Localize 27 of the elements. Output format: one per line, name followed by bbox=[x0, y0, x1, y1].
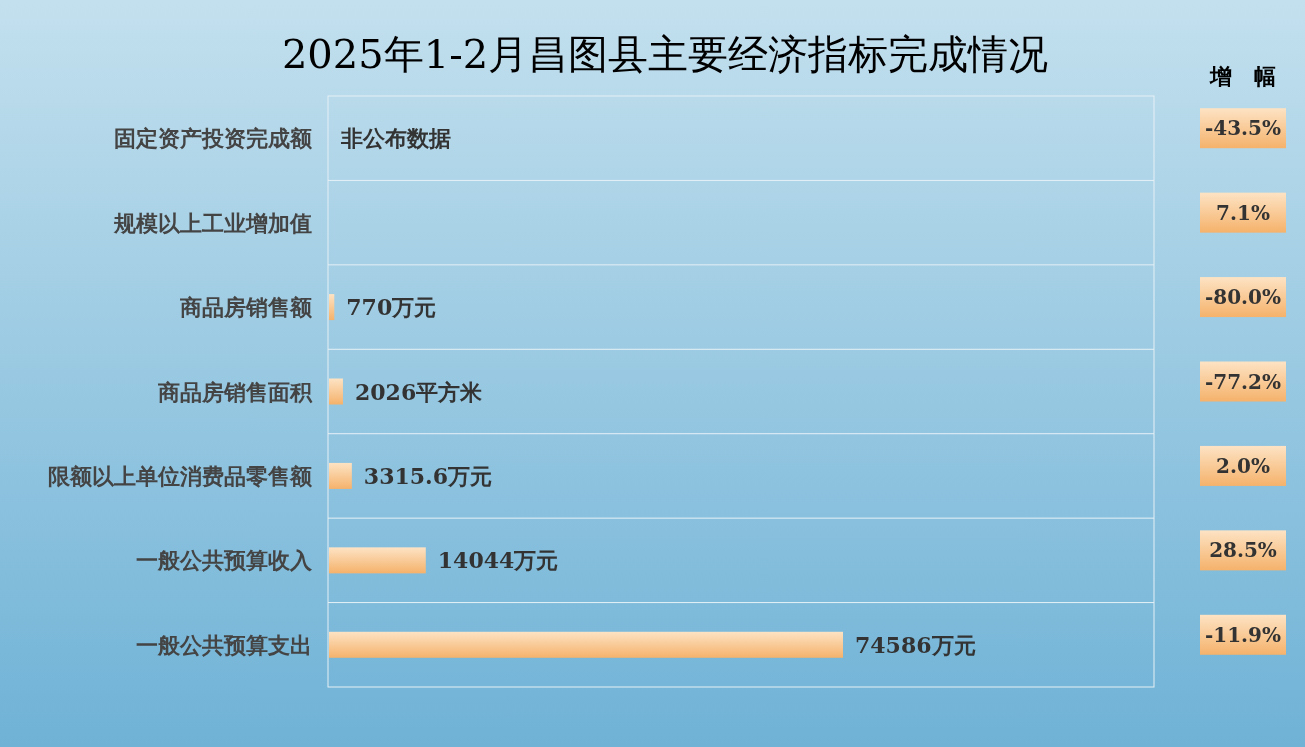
data-label: 74586万元 bbox=[855, 631, 976, 658]
chart-title: 2025年1-2月昌图县主要经济指标完成情况 bbox=[281, 31, 1049, 77]
data-label: 770万元 bbox=[346, 294, 437, 321]
text: 7.1% bbox=[1216, 200, 1270, 225]
y-tick-label: 限额以上单位消费品零售额 bbox=[48, 462, 313, 489]
data-label: 2026平方米 bbox=[354, 378, 484, 405]
text: 非公布数据 bbox=[341, 125, 451, 152]
bar bbox=[329, 631, 843, 658]
text: 28.5% bbox=[1209, 538, 1277, 563]
text: -11.9% bbox=[1204, 622, 1282, 647]
y-tick-label: 一般公共预算收入 bbox=[136, 547, 313, 574]
bar bbox=[329, 462, 352, 489]
data-label: 3315.6万元 bbox=[363, 462, 493, 489]
bar bbox=[329, 547, 426, 574]
bar bbox=[329, 294, 335, 321]
y-tick-label: 商品房销售额 bbox=[179, 294, 313, 321]
y-tick-label: 商品房销售面积 bbox=[157, 378, 313, 405]
bar bbox=[329, 378, 343, 405]
text: -80.0% bbox=[1204, 285, 1282, 310]
data-label: 14044万元 bbox=[437, 547, 559, 574]
text: -43.5% bbox=[1204, 116, 1282, 141]
text: 2.0% bbox=[1216, 453, 1270, 478]
text: 增 幅 bbox=[1209, 63, 1276, 89]
y-tick-label: 规模以上工业增加值 bbox=[113, 209, 312, 236]
y-tick-label: 固定资产投资完成额 bbox=[114, 125, 313, 152]
y-tick-label: 一般公共预算支出 bbox=[136, 631, 312, 658]
text: -77.2% bbox=[1204, 369, 1282, 394]
